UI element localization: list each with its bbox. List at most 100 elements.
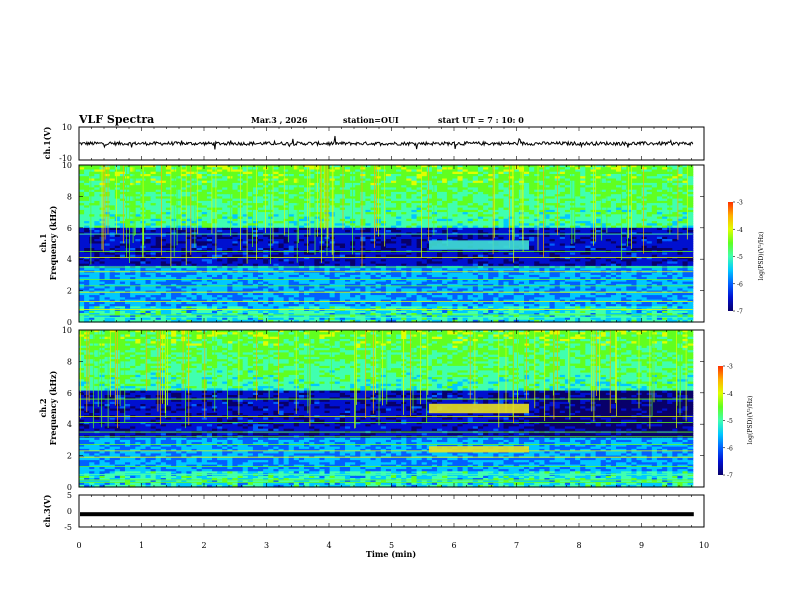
spectrogram-cell (263, 236, 269, 240)
spectrogram-cell (651, 218, 658, 222)
spectrogram-cell (288, 243, 295, 247)
spectrogram-cell (94, 209, 100, 213)
spectrogram-cell (186, 205, 193, 209)
spectrogram-cell (298, 214, 305, 218)
spectrogram-cell (293, 221, 300, 224)
spectrogram-cell (646, 167, 653, 170)
spectrogram-cell (258, 209, 264, 213)
spectrogram-cell (227, 236, 233, 240)
spectrogram-cell (391, 216, 397, 220)
spectrogram-cell (682, 239, 689, 242)
spectrogram-cell (278, 212, 285, 215)
spectrogram-cell (580, 245, 586, 249)
spectrogram-cell (114, 189, 121, 193)
spectrogram-cell (447, 214, 453, 218)
spectrogram-cell (176, 212, 182, 215)
spectrogram-cell (600, 198, 607, 202)
spectrogram-cell (268, 234, 274, 238)
spectrogram-cell (186, 230, 193, 233)
spectrogram-cell (508, 185, 515, 188)
spectrogram-cell (145, 169, 152, 173)
spectrogram-cell (385, 214, 392, 218)
spectrogram-cell (309, 196, 315, 200)
spectrogram-cell (181, 176, 187, 179)
spectrogram-cell (447, 191, 453, 195)
spectrogram-cell (119, 205, 126, 209)
spectrogram-cell (508, 221, 515, 224)
spectrogram-cell (370, 225, 377, 229)
spectrogram-cell (477, 189, 484, 193)
spectrogram-cell (304, 180, 310, 184)
spectrogram-cell (191, 241, 198, 245)
spectrogram-cell (488, 185, 494, 188)
spectrogram-cell (457, 167, 464, 170)
spectrogram-cell (564, 243, 571, 247)
spectrogram-cell (529, 216, 535, 220)
spectrogram-cell (119, 216, 126, 220)
spectrogram-cell (513, 203, 520, 206)
spectrogram-cell (503, 214, 510, 218)
spectrogram-cell (268, 214, 274, 218)
spectrogram-cell (472, 216, 479, 220)
spectrogram-cell (114, 248, 121, 251)
spectrogram-cell (605, 218, 612, 222)
spectrogram-cell (94, 194, 100, 197)
spectrogram-cell (222, 196, 228, 200)
spectrogram-cell (135, 248, 141, 251)
spectrogram-cell (677, 200, 684, 204)
spectrogram-cell (273, 198, 280, 202)
spectrogram-cell (600, 200, 607, 204)
spectrogram-cell (595, 225, 602, 229)
spectrogram-cell (621, 203, 627, 206)
spectrogram-cell (616, 227, 622, 231)
spectrogram-cell (227, 230, 233, 233)
spectrogram-cell (206, 180, 213, 184)
spectrogram-cell (206, 200, 213, 204)
spectrogram-cell (483, 167, 489, 170)
spectrogram-cell (150, 230, 157, 233)
spectrogram-cell (524, 207, 530, 211)
spectrogram-cell (452, 214, 459, 218)
spectrogram-cell (687, 176, 694, 179)
spectrogram-cell (452, 174, 459, 177)
spectrogram-cell (544, 241, 551, 245)
spectrogram-cell (114, 198, 121, 202)
spectrogram-cell (544, 205, 551, 209)
spectrogram-cell (283, 189, 290, 193)
spectrogram-cell (529, 230, 535, 233)
spectrogram-cell (380, 196, 387, 200)
spectrogram-cell (513, 200, 520, 204)
spectrogram-cell (370, 218, 377, 222)
spectrogram-cell (651, 227, 658, 231)
spectrogram-cell (196, 182, 203, 186)
spectrogram-cell (651, 167, 658, 170)
spectrogram-cell (621, 248, 627, 251)
spectrogram-cell (651, 180, 658, 184)
spectrogram-cell (585, 234, 591, 238)
spectrogram-cell (672, 182, 678, 186)
spectrogram-cell (544, 223, 551, 227)
spectrogram-cell (155, 203, 162, 206)
spectrogram-cell (119, 212, 126, 215)
spectrogram-cell (135, 239, 141, 242)
spectrogram-cell (212, 169, 218, 173)
spectrogram-cell (621, 227, 627, 231)
spectrogram-cell (544, 227, 551, 231)
spectrogram-cell (89, 216, 95, 220)
spectrogram-cell (370, 182, 377, 186)
spectrogram-cell (150, 171, 157, 175)
spectrogram-cell (651, 198, 658, 202)
spectrogram-cell (196, 221, 203, 224)
spectrogram-cell (544, 191, 551, 195)
spectrogram-cell (646, 187, 653, 191)
spectrogram-cell (370, 174, 377, 177)
spectrogram-cell (206, 254, 213, 258)
spectrogram-cell (585, 221, 591, 224)
spectrogram-cell (334, 205, 341, 209)
spectrogram-cell (247, 182, 254, 186)
spectrogram-cell (467, 176, 474, 179)
spectrogram-cell (421, 180, 428, 184)
spectrogram-cell (656, 241, 663, 245)
spectrogram-cell (104, 203, 111, 206)
spectrogram-cell (135, 207, 141, 211)
